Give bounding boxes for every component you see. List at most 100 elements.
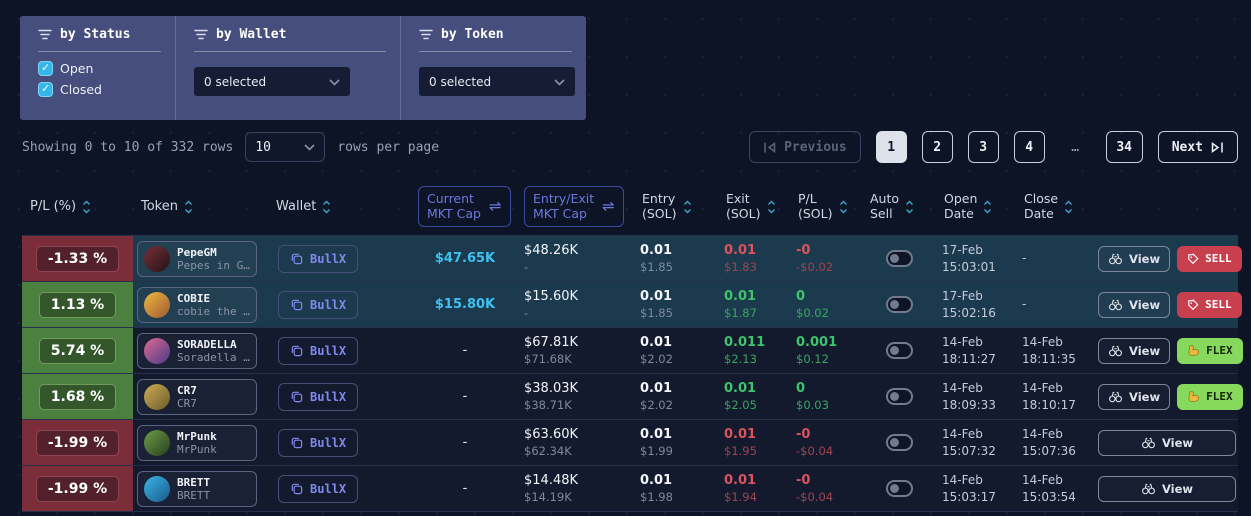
- flex-bicep-icon: [1188, 345, 1200, 356]
- view-button[interactable]: View: [1098, 337, 1171, 364]
- auto-sell-toggle[interactable]: [885, 434, 913, 451]
- wallet-bullx-button[interactable]: BullX: [278, 382, 359, 411]
- sort-icon: [1064, 199, 1073, 215]
- auto-sell-toggle[interactable]: [885, 342, 913, 359]
- rows-summary: Showing 0 to 10 of 332 rows: [22, 139, 234, 155]
- token-chip[interactable]: MrPunk MrPunk: [137, 424, 257, 461]
- token-chip[interactable]: PepeGM Pepes in G…: [137, 240, 257, 277]
- header-pl-sol[interactable]: P/L (SOL): [790, 191, 862, 222]
- table-controls: Showing 0 to 10 of 332 rows 10 rows per …: [0, 129, 1251, 165]
- token-avatar: [144, 383, 170, 410]
- open-date-cell: 14-Feb 18:11:27: [942, 335, 996, 366]
- view-button[interactable]: View: [1098, 291, 1171, 318]
- chevron-down-icon: [554, 75, 565, 89]
- view-button[interactable]: View: [1098, 383, 1171, 410]
- token-name: BRETT: [177, 488, 211, 502]
- entry-sol-cell: 0.01 $1.99: [640, 426, 673, 458]
- pl-percent-badge: 5.74 %: [38, 337, 117, 364]
- page-button-34[interactable]: 34: [1105, 131, 1143, 163]
- wallet-label: BullX: [310, 251, 347, 266]
- header-pl-percent[interactable]: P/L (%): [22, 199, 133, 215]
- close-date-cell: 14-Feb 15:07:36: [1022, 427, 1076, 458]
- page-ellipsis: …: [1060, 131, 1091, 163]
- token-chip[interactable]: COBIE cobie the …: [137, 286, 257, 323]
- previous-button[interactable]: Previous: [749, 131, 861, 163]
- sort-icon: [839, 199, 848, 215]
- page-button-1[interactable]: 1: [875, 131, 907, 163]
- header-token[interactable]: Token: [133, 199, 266, 215]
- page-button-2[interactable]: 2: [921, 131, 953, 163]
- wallet-label: BullX: [310, 343, 347, 358]
- wallet-bullx-button[interactable]: BullX: [278, 474, 359, 503]
- wallet-bullx-button[interactable]: BullX: [278, 428, 359, 457]
- token-chip[interactable]: SORADELLA Soradella …: [137, 332, 257, 369]
- header-close-date[interactable]: Close Date: [1016, 191, 1094, 222]
- checkbox-closed[interactable]: Closed: [38, 82, 161, 97]
- auto-sell-toggle[interactable]: [885, 388, 913, 405]
- copy-icon: [291, 391, 303, 403]
- trade-button[interactable]: FLEX: [1177, 383, 1243, 410]
- token-filter-dropdown[interactable]: 0 selected: [419, 67, 575, 96]
- view-button[interactable]: View: [1098, 475, 1236, 502]
- header-wallet[interactable]: Wallet: [266, 199, 412, 215]
- sort-icon: [767, 199, 776, 215]
- current-mktcap-value: -: [462, 435, 468, 450]
- filter-section-status: by Status Open Closed: [20, 16, 175, 120]
- filter-icon: [38, 29, 52, 40]
- divider: [38, 51, 161, 52]
- view-button[interactable]: View: [1098, 245, 1171, 272]
- wallet-filter-dropdown[interactable]: 0 selected: [194, 67, 350, 96]
- page-size-select[interactable]: 10: [245, 132, 326, 162]
- token-dropdown-value: 0 selected: [429, 74, 492, 89]
- header-exit-sol[interactable]: Exit (SOL): [718, 191, 790, 222]
- entry-sol-cell: 0.01 $1.85: [640, 242, 673, 274]
- open-date-cell: 17-Feb 15:03:01: [942, 243, 996, 274]
- tag-icon: [1188, 298, 1199, 310]
- token-name: cobie the …: [177, 304, 250, 318]
- table-row: -1.99 % BRETT BRETT BullX - $14.48K $14.…: [22, 466, 1238, 512]
- pl-sol-cell: 0 $0.03: [796, 380, 829, 412]
- pl-sol-cell: -0 -$0.02: [796, 242, 834, 274]
- token-chip[interactable]: BRETT BRETT: [137, 470, 257, 507]
- binoculars-icon: [1141, 437, 1155, 449]
- current-mktcap-value[interactable]: $15.80K: [434, 297, 496, 312]
- header-entry-sol[interactable]: Entry (SOL): [634, 191, 718, 222]
- auto-sell-toggle[interactable]: [885, 296, 913, 313]
- token-name: MrPunk: [177, 442, 217, 456]
- trade-button[interactable]: SELL: [1177, 291, 1242, 318]
- token-symbol: BRETT: [177, 475, 211, 489]
- wallet-bullx-button[interactable]: BullX: [278, 244, 359, 273]
- wallet-bullx-button[interactable]: BullX: [278, 290, 359, 319]
- page-buttons: 1 2 3 4… 34: [875, 131, 1143, 163]
- binoculars-icon: [1108, 299, 1122, 311]
- auto-sell-toggle[interactable]: [885, 250, 913, 267]
- pl-sol-cell: 0 $0.02: [796, 288, 829, 320]
- positions-table: P/L (%) Token Wallet Current MKT Cap ⇌ E…: [22, 178, 1243, 512]
- open-date-cell: 14-Feb 18:09:33: [942, 381, 996, 412]
- filter-status-title: by Status: [38, 27, 161, 42]
- current-mktcap-toggle[interactable]: Current MKT Cap ⇌: [418, 185, 511, 228]
- header-auto-sell[interactable]: Auto Sell: [862, 191, 936, 222]
- table-row: 5.74 % SORADELLA Soradella … BullX - $67…: [22, 328, 1243, 374]
- checkbox-closed-label: Closed: [60, 82, 102, 97]
- token-symbol: PepeGM: [177, 245, 217, 259]
- current-mktcap-value[interactable]: $47.65K: [434, 251, 496, 266]
- entry-exit-mktcap-toggle[interactable]: Entry/Exit MKT Cap ⇌: [524, 185, 624, 228]
- header-open-date[interactable]: Open Date: [936, 191, 1016, 222]
- token-avatar: [144, 291, 170, 318]
- filter-token-title: by Token: [419, 27, 572, 42]
- token-symbol: SORADELLA: [177, 337, 237, 351]
- next-button[interactable]: Next: [1157, 131, 1238, 163]
- wallet-bullx-button[interactable]: BullX: [278, 336, 359, 365]
- trade-button[interactable]: SELL: [1177, 245, 1242, 272]
- entry-exit-mktcap-cell: $67.81K $71.68K: [524, 334, 579, 366]
- page-button-4[interactable]: 4: [1013, 131, 1045, 163]
- sort-icon: [983, 199, 992, 215]
- auto-sell-toggle[interactable]: [885, 480, 913, 497]
- trade-button[interactable]: FLEX: [1177, 337, 1243, 364]
- page-button-3[interactable]: 3: [967, 131, 999, 163]
- copy-icon: [291, 437, 303, 449]
- token-chip[interactable]: CR7 CR7: [137, 378, 257, 415]
- checkbox-open[interactable]: Open: [38, 61, 161, 76]
- view-button[interactable]: View: [1098, 429, 1236, 456]
